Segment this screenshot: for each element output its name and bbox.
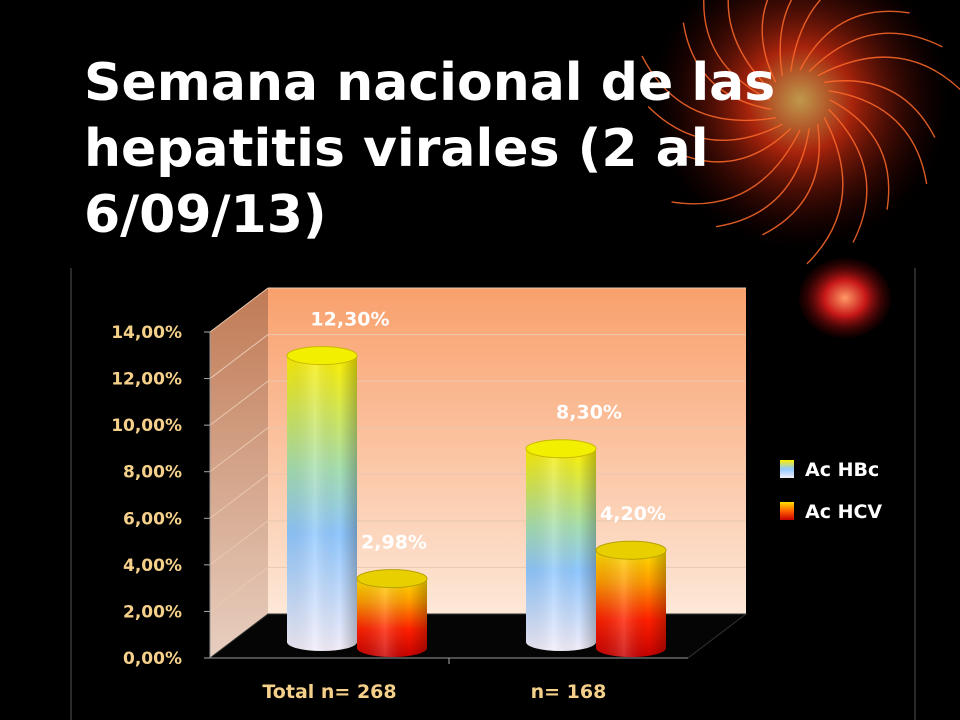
swirl-line (829, 99, 890, 210)
bar-ac-hbc-0 (286, 346, 358, 651)
swirl-line (727, 0, 772, 92)
legend-swatch (780, 502, 794, 520)
swirl-line (806, 117, 844, 265)
swirl-line (790, 0, 822, 72)
legend-label: Ac HBc (805, 459, 879, 481)
y-tick-label: 6,00% (123, 509, 182, 529)
bar-cap (525, 439, 597, 459)
x-category-label: n= 168 (531, 681, 607, 703)
gridline-side (209, 567, 269, 612)
swirl-line (828, 108, 868, 243)
bar-ac-hcv-0 (356, 569, 428, 657)
legend: Ac HBc Ac HCV (780, 459, 882, 523)
y-tick-label: 4,00% (123, 556, 182, 576)
swirl-line (668, 128, 792, 163)
data-label: 12,30% (310, 309, 389, 331)
x-category-label: Total n= 268 (262, 681, 396, 703)
bar-ac-hcv-1 (595, 540, 667, 657)
swirl-glow (650, 0, 950, 250)
swirl-line (715, 128, 810, 228)
gridline-side (209, 380, 269, 426)
bar-ac-hbc-1 (525, 439, 597, 651)
swirl-line (761, 0, 777, 83)
bar-cap (356, 569, 428, 589)
bar-shading (596, 550, 666, 657)
bar-shading (287, 355, 357, 651)
slide-title: Semana nacional de las hepatitis virales… (84, 53, 776, 245)
gridline-side (209, 427, 269, 473)
y-tick-label: 2,00% (123, 602, 182, 622)
bar-cap (286, 346, 358, 366)
swirl-line (641, 55, 776, 122)
data-label: 4,20% (600, 503, 666, 525)
legend-swatch (780, 460, 794, 478)
data-labels: 12,30% 8,30% 2,98% 4,20% (310, 309, 666, 554)
swirl-line (817, 56, 960, 91)
swirl-line (703, 0, 771, 101)
bar-shading (526, 448, 596, 651)
y-axis-ticks: 0,00% 2,00% 4,00% 6,00% 8,00% 10,00% 12,00% 14,… (111, 323, 688, 669)
swirl-line (824, 80, 936, 138)
swirl-line (762, 124, 820, 236)
data-label: 2,98% (361, 532, 427, 554)
gridline-side (209, 334, 269, 379)
side-wall (210, 288, 268, 658)
x-axis-categories: Total n= 268 n= 168 (262, 658, 606, 703)
y-tick-label: 0,00% (123, 649, 182, 669)
bar-shading (357, 578, 427, 657)
swirl-line (799, 10, 910, 71)
y-tick-label: 14,00% (111, 323, 182, 343)
swirl-lines (641, 0, 960, 265)
y-tick-label: 10,00% (111, 416, 182, 436)
swirl-line (647, 105, 783, 141)
gridline-side (209, 287, 269, 333)
swirl-line (671, 129, 801, 205)
bars (286, 346, 667, 657)
data-label: 8,30% (556, 402, 622, 424)
gridline-side (209, 520, 269, 566)
gridline-side (209, 473, 269, 519)
swirl-line (828, 90, 928, 185)
swirl-ball (799, 258, 891, 338)
swirl-line (808, 32, 943, 72)
y-tick-label: 12,00% (111, 370, 182, 390)
bar-cap (595, 540, 667, 560)
swirl-line (779, 0, 793, 76)
swirl-line (682, 22, 772, 110)
y-tick-label: 8,00% (123, 463, 182, 483)
legend-label: Ac HCV (805, 501, 882, 523)
